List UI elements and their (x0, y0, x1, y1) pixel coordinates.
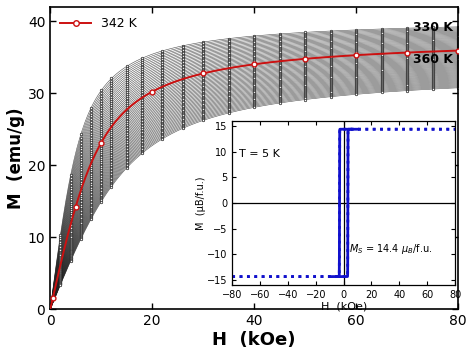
Text: 330 K: 330 K (413, 21, 453, 34)
Text: 360 K: 360 K (413, 53, 453, 66)
X-axis label: H  (kOe): H (kOe) (320, 301, 367, 311)
Text: T = 5 K: T = 5 K (239, 149, 280, 159)
X-axis label: H  (kOe): H (kOe) (212, 331, 296, 349)
Y-axis label: M  (μB/f.u.): M (μB/f.u.) (195, 176, 206, 230)
Legend: 342 K: 342 K (56, 13, 141, 34)
Y-axis label: M  (emu/g): M (emu/g) (7, 108, 25, 209)
Text: $M_S$ = 14.4 $\mu_B$/f.u.: $M_S$ = 14.4 $\mu_B$/f.u. (349, 241, 433, 256)
